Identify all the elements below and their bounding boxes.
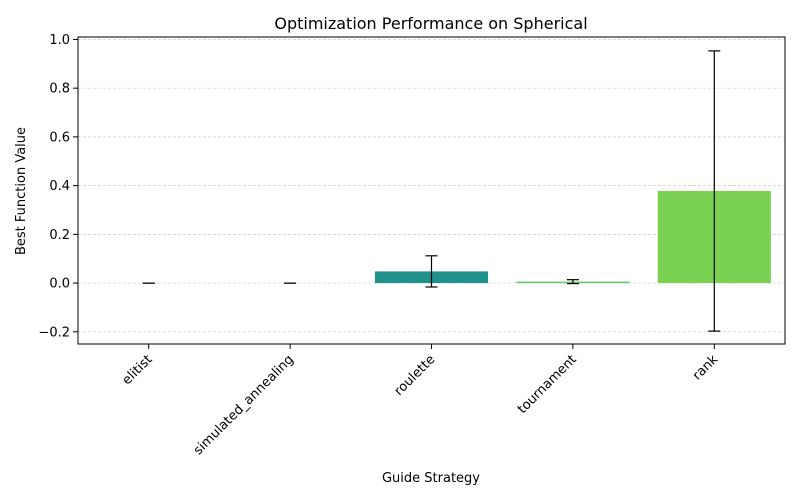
- chart-title: Optimization Performance on Spherical: [274, 14, 587, 33]
- y-axis-label: Best Function Value: [14, 127, 29, 255]
- y-tick-label: 0.6: [49, 130, 70, 145]
- y-tick-label: 0.2: [49, 228, 70, 243]
- y-tick-label: 0.4: [49, 179, 70, 194]
- grid-layer: [78, 39, 785, 333]
- y-axis-ticks: −0.2 0.0 0.2 0.4 0.6 0.8 1.0: [38, 33, 78, 340]
- x-axis-label: Guide Strategy: [382, 471, 480, 486]
- y-tick-label: 1.0: [49, 33, 70, 48]
- y-tick-label: −0.2: [38, 325, 70, 340]
- error-bar-layer: [142, 50, 721, 332]
- y-tick-label: 0.8: [49, 82, 70, 97]
- y-tick-label: 0.0: [49, 277, 70, 292]
